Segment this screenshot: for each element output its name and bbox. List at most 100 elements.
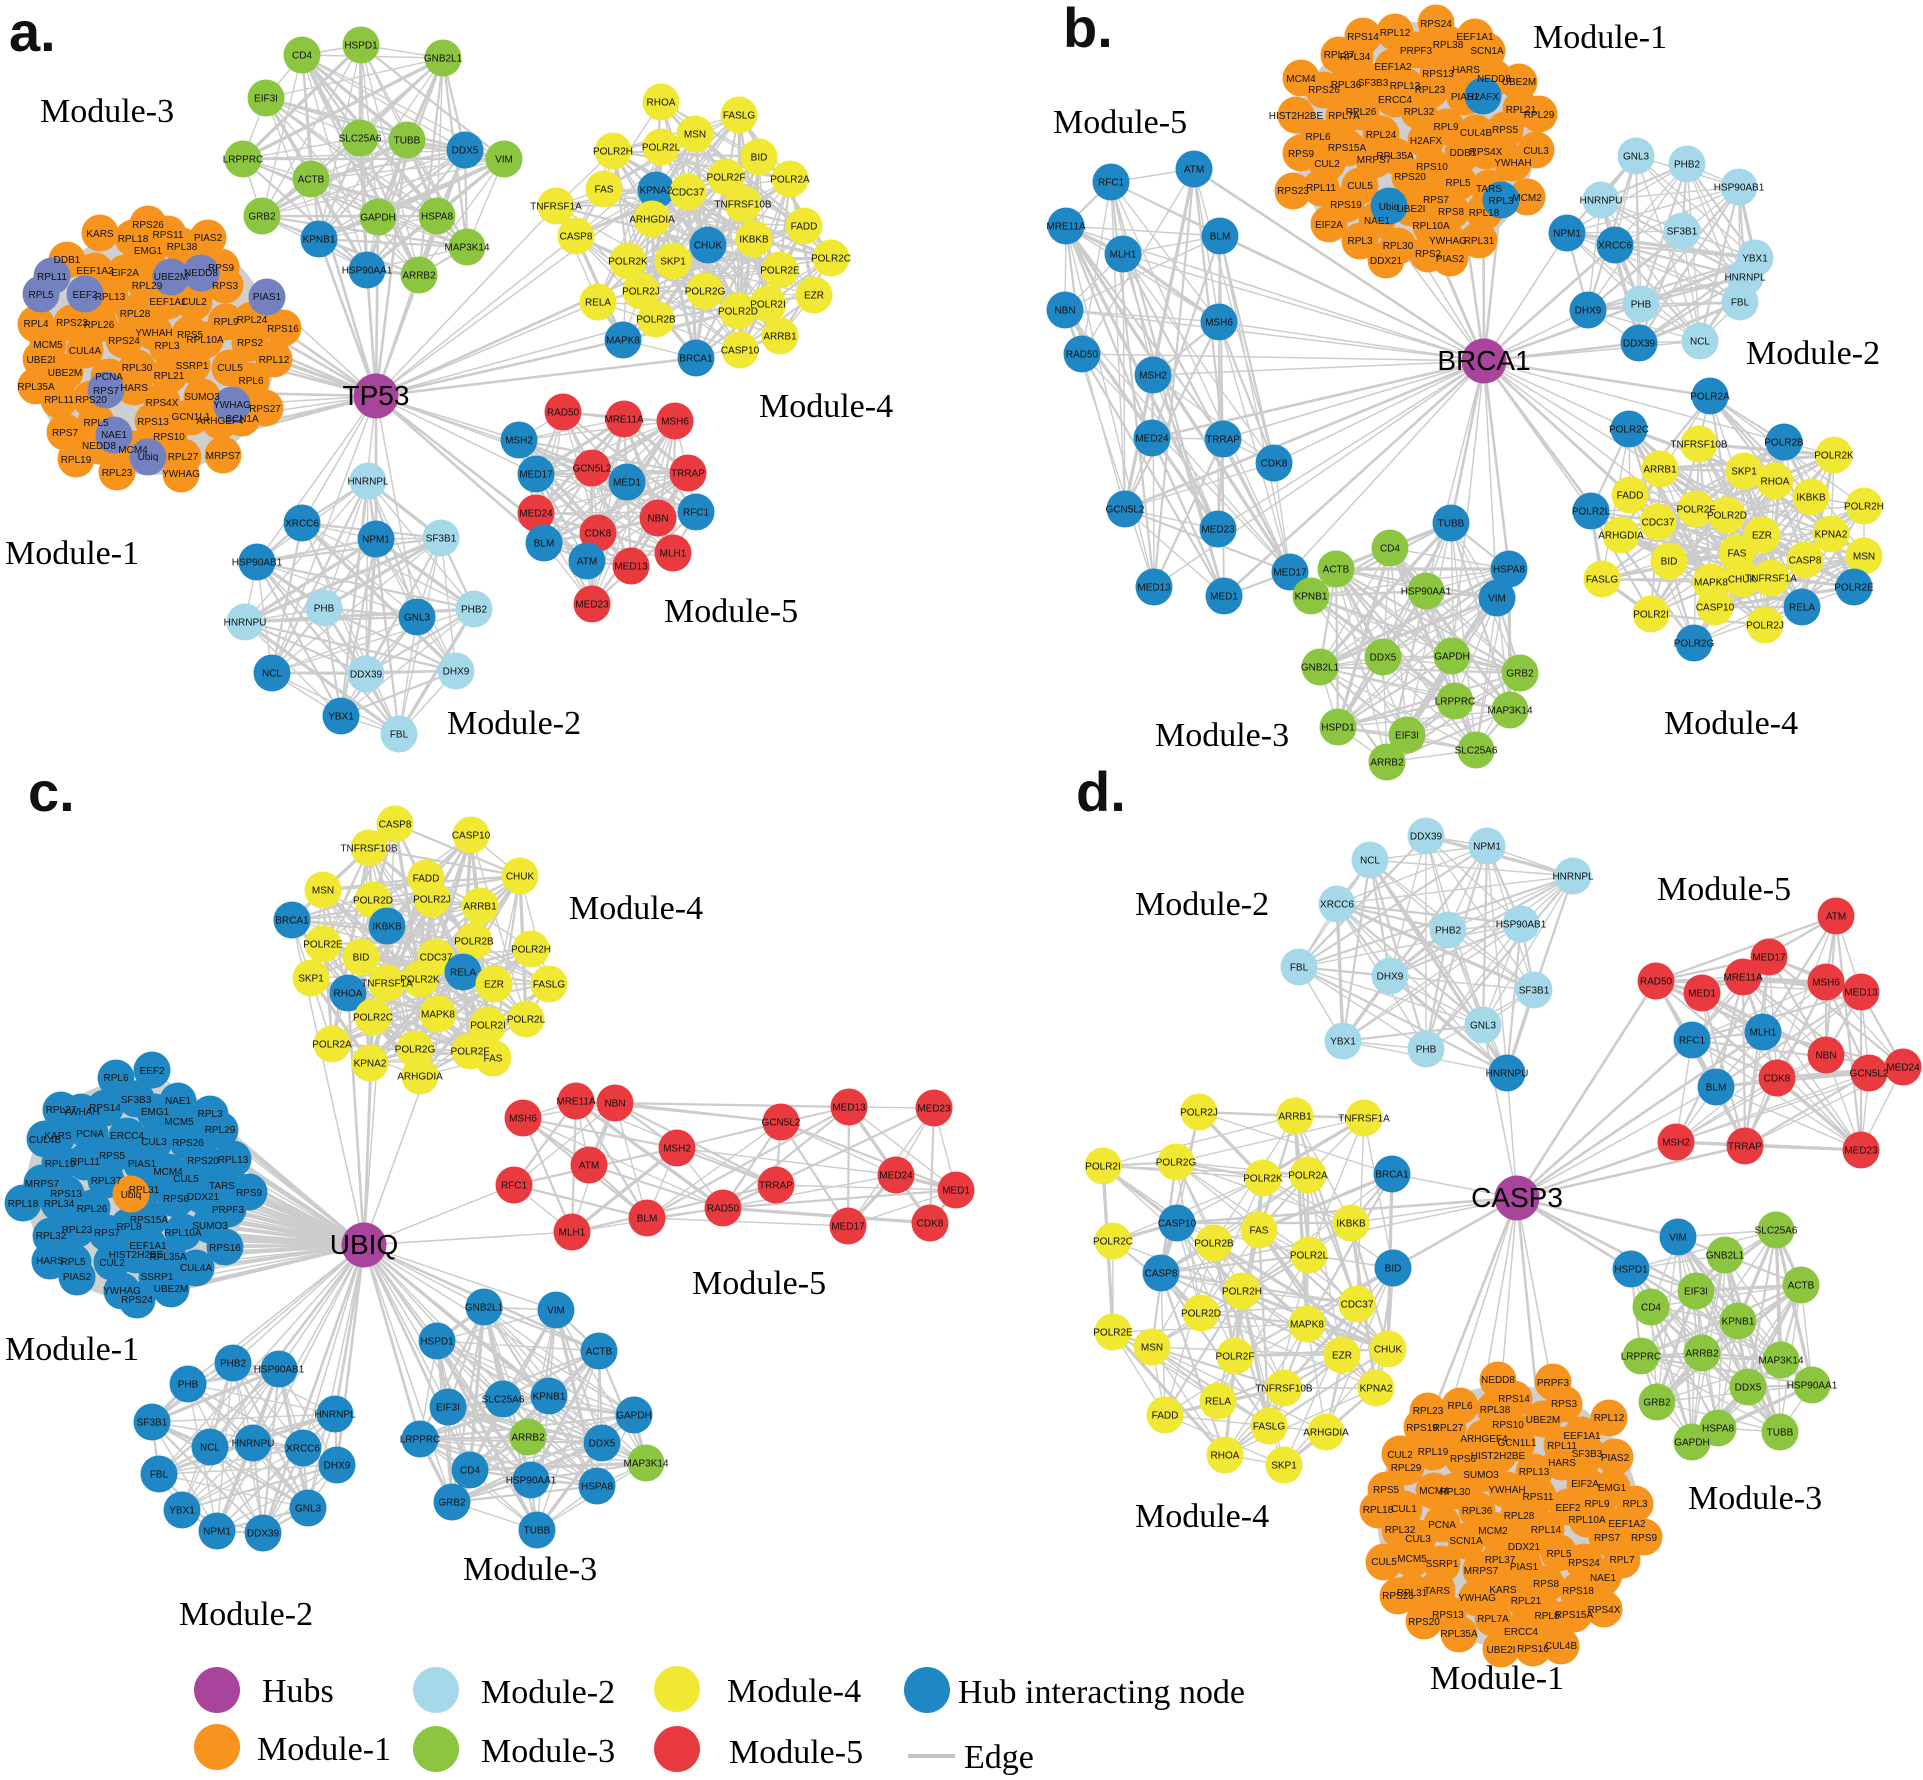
svg-text:HSPD1: HSPD1	[420, 1337, 454, 1348]
svg-text:PIAS1: PIAS1	[253, 292, 282, 303]
svg-text:RPL32: RPL32	[1404, 107, 1435, 118]
svg-text:MAP3K14: MAP3K14	[444, 243, 489, 254]
svg-text:RPS10: RPS10	[153, 432, 185, 443]
svg-text:RPS6: RPS6	[1450, 1454, 1477, 1465]
svg-text:EZR: EZR	[1752, 531, 1772, 542]
svg-text:CUL4A: CUL4A	[69, 346, 102, 357]
svg-text:EIF3I: EIF3I	[1684, 1287, 1708, 1298]
svg-text:CDC37: CDC37	[420, 953, 453, 964]
svg-text:RPL9: RPL9	[213, 317, 238, 328]
svg-text:MRE11A: MRE11A	[556, 1097, 596, 1108]
svg-text:RPL13: RPL13	[218, 1155, 249, 1166]
svg-text:RPL29: RPL29	[132, 281, 163, 292]
svg-text:GCN5L2: GCN5L2	[573, 464, 612, 475]
svg-text:RELA: RELA	[1789, 603, 1815, 614]
svg-text:ARHGDIA: ARHGDIA	[629, 215, 675, 226]
svg-text:GCN1L1: GCN1L1	[1498, 1438, 1537, 1449]
svg-text:LRPPRC: LRPPRC	[223, 155, 264, 166]
svg-text:RPL35A: RPL35A	[1440, 1629, 1478, 1640]
svg-text:HNRNPL: HNRNPL	[314, 1410, 356, 1421]
svg-text:HARS: HARS	[36, 1256, 64, 1267]
svg-text:YWHAH: YWHAH	[1488, 1485, 1525, 1496]
svg-text:MSH2: MSH2	[663, 1144, 691, 1155]
svg-text:NCL: NCL	[1690, 337, 1710, 348]
svg-text:RPS13: RPS13	[50, 1189, 82, 1200]
svg-text:ACTB: ACTB	[298, 175, 325, 186]
svg-text:H2AFX: H2AFX	[1410, 136, 1443, 147]
svg-text:EZR: EZR	[484, 980, 504, 991]
svg-text:RPS13: RPS13	[1422, 69, 1454, 80]
svg-text:CUL2: CUL2	[99, 1258, 125, 1269]
svg-text:DDX5: DDX5	[452, 146, 479, 157]
svg-text:GNL3: GNL3	[295, 1504, 322, 1515]
svg-text:HSPA8: HSPA8	[421, 212, 453, 223]
svg-text:IKBKB: IKBKB	[1336, 1219, 1366, 1230]
svg-text:ARRB1: ARRB1	[763, 332, 797, 343]
svg-text:POLR2B: POLR2B	[1764, 438, 1804, 449]
svg-text:GRB2: GRB2	[1643, 1398, 1671, 1409]
svg-text:CASP3: CASP3	[1471, 1182, 1563, 1213]
svg-text:DDB1: DDB1	[1450, 148, 1477, 159]
svg-text:Module-4: Module-4	[1664, 705, 1798, 742]
svg-text:RPL5: RPL5	[1445, 178, 1470, 189]
svg-text:RPL13: RPL13	[95, 292, 126, 303]
svg-text:HSP90AB1: HSP90AB1	[1714, 183, 1765, 194]
svg-text:RPS8: RPS8	[1438, 207, 1465, 218]
svg-text:LRPPRC: LRPPRC	[400, 1435, 441, 1446]
svg-text:NCL: NCL	[200, 1443, 220, 1454]
svg-text:RPL5: RPL5	[60, 1257, 85, 1268]
svg-text:PHB: PHB	[178, 1380, 199, 1391]
svg-text:RPL23: RPL23	[1415, 85, 1446, 96]
svg-text:GNL3: GNL3	[404, 613, 431, 624]
svg-text:ATM: ATM	[1184, 165, 1204, 176]
svg-text:RPS9: RPS9	[236, 1188, 263, 1199]
svg-text:BRCA1: BRCA1	[275, 916, 309, 927]
svg-text:POLR2H: POLR2H	[593, 147, 633, 158]
svg-text:RPS10: RPS10	[1416, 162, 1448, 173]
svg-text:RPS9: RPS9	[1288, 149, 1315, 160]
svg-text:POLR2A: POLR2A	[770, 175, 810, 186]
svg-text:MCM2: MCM2	[1478, 1526, 1508, 1537]
svg-text:PRPF3: PRPF3	[1400, 46, 1433, 57]
svg-text:RPS26: RPS26	[1382, 1591, 1414, 1602]
svg-text:SUMO3: SUMO3	[192, 1221, 228, 1232]
svg-text:RPS7: RPS7	[93, 386, 120, 397]
svg-text:SCN1A: SCN1A	[225, 414, 259, 425]
svg-text:Module-1: Module-1	[257, 1731, 391, 1768]
svg-text:MSH2: MSH2	[1662, 1138, 1690, 1149]
svg-text:RPL11: RPL11	[1306, 183, 1336, 194]
svg-text:UBE2M: UBE2M	[1502, 77, 1536, 88]
svg-text:GAPDH: GAPDH	[360, 213, 396, 224]
svg-text:CASP8: CASP8	[560, 232, 593, 243]
svg-text:CUL1: CUL1	[1391, 1504, 1417, 1515]
svg-text:RPL32: RPL32	[1385, 1525, 1416, 1536]
svg-text:RPL35A: RPL35A	[1376, 151, 1414, 162]
svg-text:EMG1: EMG1	[134, 246, 163, 257]
svg-text:POLR2E: POLR2E	[760, 266, 800, 277]
svg-text:RPS5: RPS5	[177, 330, 204, 341]
svg-text:HSP90AA1: HSP90AA1	[1787, 1381, 1838, 1392]
svg-text:RPL3: RPL3	[154, 341, 179, 352]
svg-text:RPS16: RPS16	[267, 324, 299, 335]
svg-text:d.: d.	[1076, 760, 1126, 823]
svg-text:MCM5: MCM5	[1397, 1554, 1427, 1565]
svg-text:POLR2J: POLR2J	[413, 895, 451, 906]
svg-text:MED23: MED23	[575, 600, 609, 611]
svg-text:BRCA1: BRCA1	[679, 354, 713, 365]
svg-text:ARHGDIA: ARHGDIA	[1303, 1428, 1349, 1439]
svg-text:HNRNPL: HNRNPL	[1724, 273, 1766, 284]
svg-text:DDX21: DDX21	[1370, 256, 1403, 267]
svg-text:Ubiq: Ubiq	[1379, 202, 1400, 213]
svg-text:RPL19: RPL19	[45, 1159, 76, 1170]
svg-text:RPL12: RPL12	[1380, 28, 1411, 39]
svg-text:PHB2: PHB2	[220, 1359, 247, 1370]
svg-text:SSRP1: SSRP1	[141, 1272, 174, 1283]
svg-text:RPL13: RPL13	[1390, 81, 1421, 92]
svg-text:IKBKB: IKBKB	[372, 922, 402, 933]
svg-text:MRPS7: MRPS7	[206, 451, 241, 462]
svg-text:RPL10A: RPL10A	[1412, 221, 1450, 232]
svg-text:KPNA2: KPNA2	[1815, 530, 1848, 541]
svg-text:HSPA8: HSPA8	[1702, 1424, 1734, 1435]
svg-text:ARRB1: ARRB1	[1278, 1112, 1312, 1123]
svg-text:YWHAH: YWHAH	[62, 1107, 99, 1118]
